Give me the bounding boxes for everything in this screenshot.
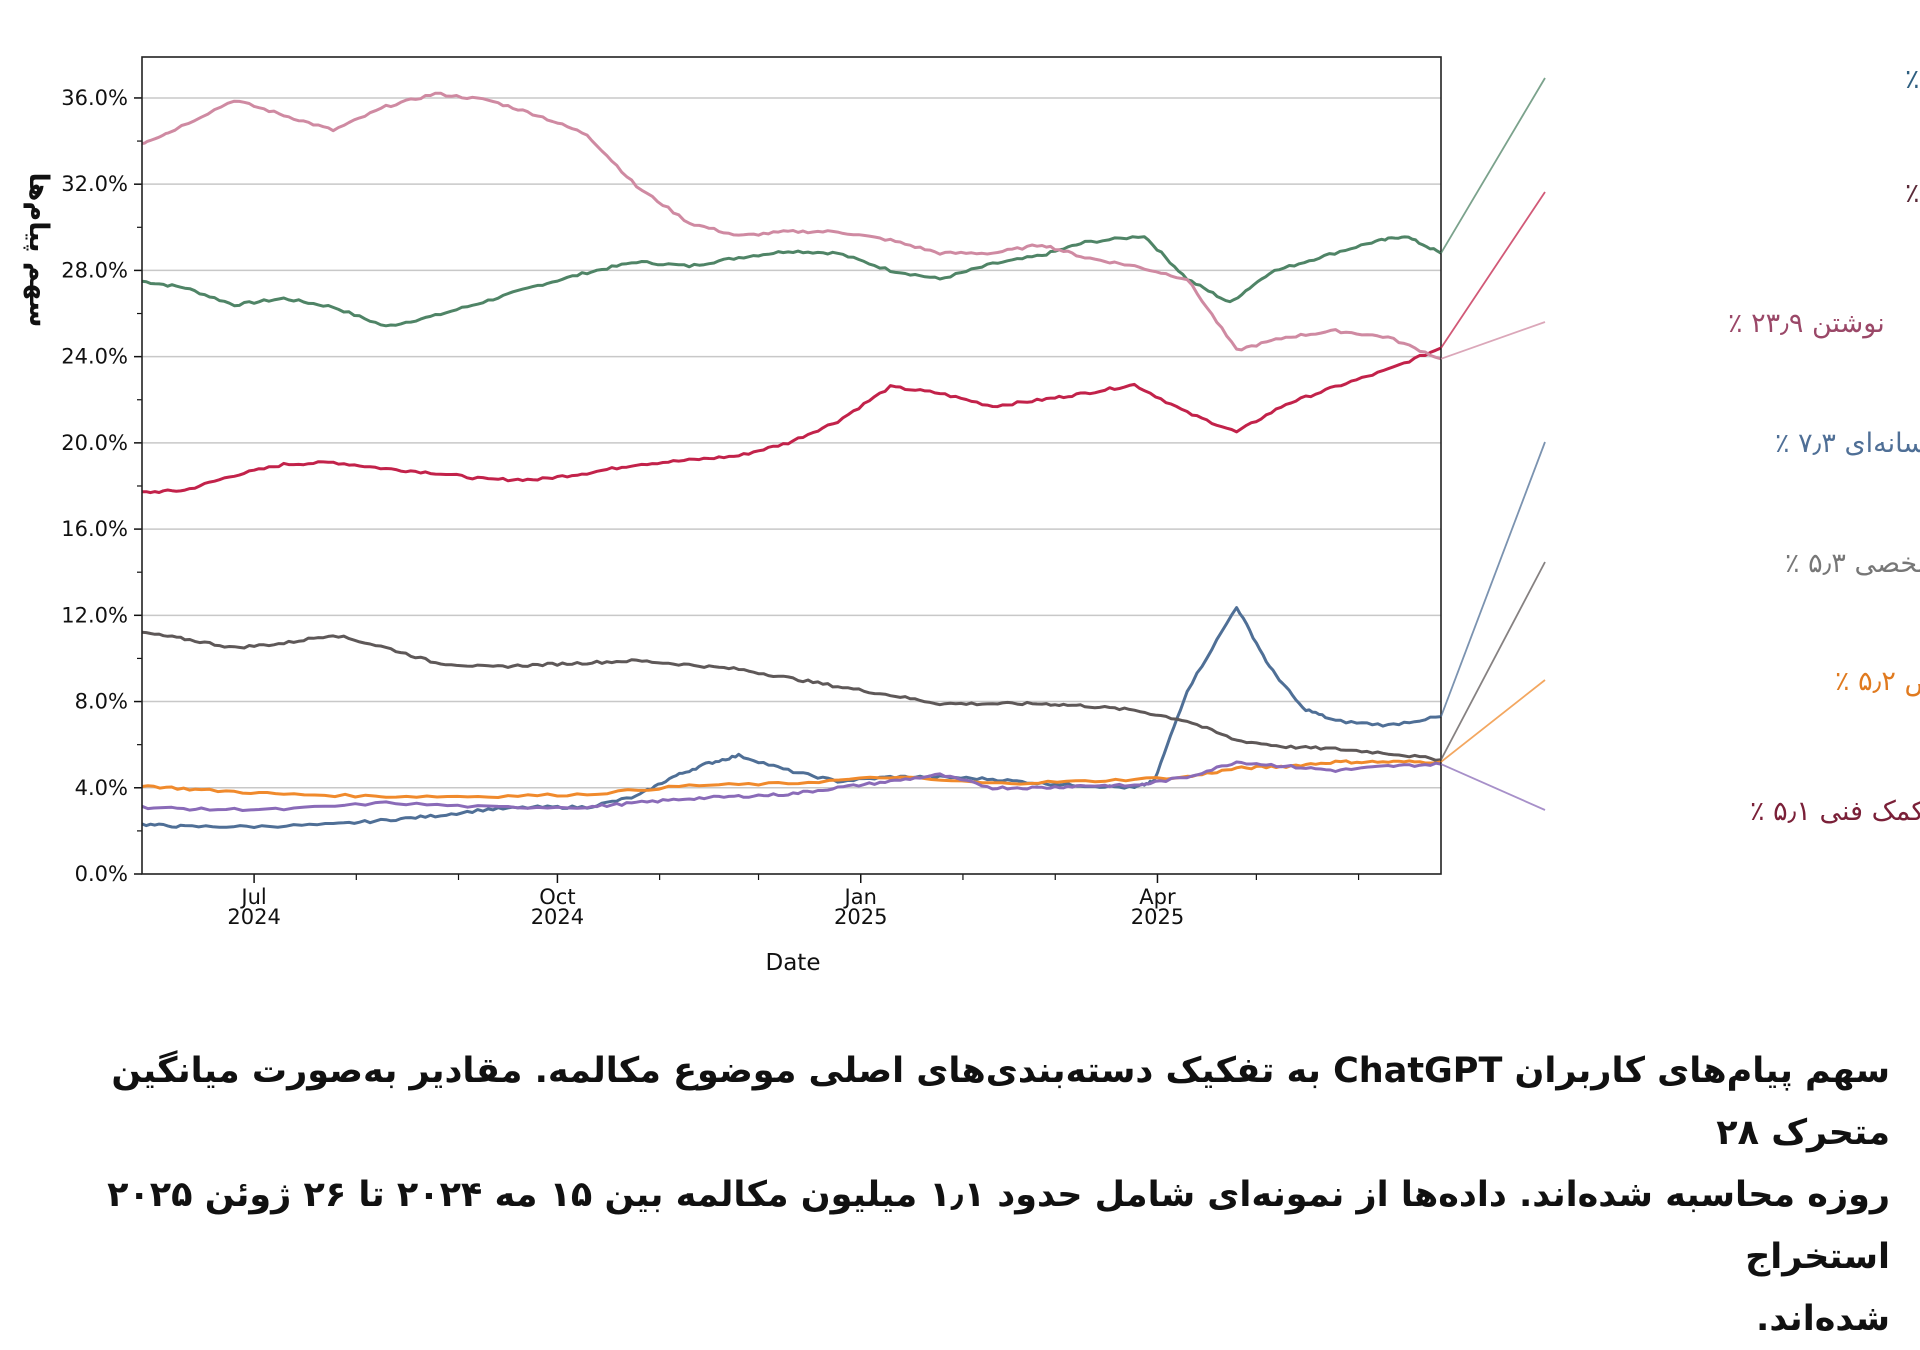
legend-label: جست‌وجوی اطلاعات ۲۴٫۴ ٪	[1905, 178, 1920, 209]
x-tick-label: 2024	[531, 905, 584, 929]
y-tick-label: 12.0%	[61, 603, 128, 627]
leader-line	[1440, 679, 1546, 763]
leader-line	[1440, 561, 1546, 761]
series-line	[141, 235, 1442, 328]
series-line	[142, 346, 1442, 495]
legend-label: بیان شخصی ۵٫۳ ٪	[1785, 548, 1920, 579]
x-tick-label: Jul	[239, 885, 266, 909]
caption-line-2: روزه محاسبه شده‌اند. داده‌ها از نمونه‌ای…	[107, 1175, 1890, 1277]
x-tick-label: 2025	[1131, 905, 1184, 929]
legend-label: راهنمایی‌های عملی ۲۸٫۸ ٪	[1905, 64, 1920, 95]
y-tick-label: 4.0%	[75, 776, 128, 800]
series-line	[141, 606, 1442, 829]
x-tick-label: 2025	[834, 905, 887, 929]
leader-line	[1440, 321, 1546, 360]
figure-caption: سهم پیام‌های کاربران ChatGPT به تفکیک دس…	[20, 1040, 1890, 1350]
caption-line-3: شده‌اند.	[1756, 1299, 1890, 1339]
x-tick-label: Oct	[539, 885, 575, 909]
leader-line	[1440, 191, 1546, 349]
line-chart: 0.0% 4.0% 8.0% 12.0% 16.0% 20.0% 24.0% 28.0% 32.…	[23, 56, 1920, 976]
legend-labels: راهنمایی‌های عملی ۲۸٫۸ ٪ جست‌وجوی اطلاعات…	[1440, 64, 1920, 827]
series-line	[141, 759, 1442, 799]
leader-line	[1440, 77, 1546, 254]
caption-line-1: سهم پیام‌های کاربران ChatGPT به تفکیک دس…	[111, 1051, 1890, 1153]
x-tick-label: 2024	[227, 905, 280, 929]
y-tick-label: 20.0%	[61, 431, 128, 455]
y-tick-label: 28.0%	[61, 258, 128, 282]
legend-label: سایر / نامشخص ۵٫۲ ٪	[1835, 666, 1920, 697]
legend-label: چندرسانه‌ای ۷٫۳ ٪	[1775, 428, 1920, 459]
x-tick-label: Apr	[1139, 885, 1176, 909]
y-tick-label: 0.0%	[75, 862, 128, 886]
legend-label: کمک فنی ۵٫۱ ٪	[1750, 796, 1920, 827]
y-tick-label: 8.0%	[75, 690, 128, 714]
y-tick-label: 32.0%	[61, 172, 128, 196]
plot-frame	[141, 56, 1442, 875]
y-tick-label: 16.0%	[61, 517, 128, 541]
series-line	[141, 91, 1442, 361]
axes: 0.0% 4.0% 8.0% 12.0% 16.0% 20.0% 24.0% 28.0% 32.…	[61, 56, 1442, 929]
series-line	[141, 630, 1442, 762]
leader-line	[1440, 763, 1546, 811]
series-lines	[141, 91, 1442, 829]
leader-line	[1440, 441, 1546, 717]
y-tick-label: 24.0%	[61, 345, 128, 369]
legend-label: نوشتن ۲۳٫۹ ٪	[1728, 308, 1885, 339]
y-axis-title: سهم پیام‌ها	[23, 173, 54, 328]
series-line	[141, 760, 1442, 812]
x-axis-title: Date	[766, 950, 821, 976]
x-tick-label: Jan	[843, 885, 877, 909]
y-tick-label: 36.0%	[61, 86, 128, 110]
